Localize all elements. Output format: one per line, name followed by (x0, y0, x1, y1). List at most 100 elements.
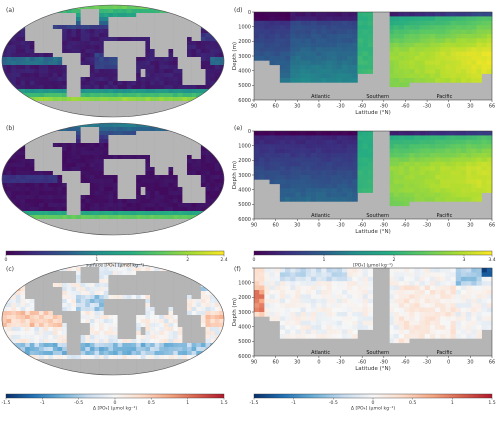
map-b-cell (192, 127, 197, 131)
map-b-cell (21, 167, 26, 171)
map-c-cell (155, 263, 160, 267)
section-d-cell (332, 34, 337, 39)
map-b-cell (21, 155, 26, 159)
map-a-cell (164, 89, 169, 93)
section-e-cell (270, 171, 275, 176)
map-c-cell (122, 355, 127, 359)
map-a-cell (206, 41, 211, 45)
map-a-cell (159, 41, 164, 45)
map-a-cell (141, 93, 146, 97)
map-b-cell (85, 207, 90, 211)
map-b-cell (145, 131, 150, 135)
map-c-cell (76, 351, 81, 355)
section-d-cell (301, 30, 306, 35)
map-a-cell (108, 93, 113, 97)
map-c-cell (25, 347, 30, 351)
map-a-cell (67, 77, 72, 81)
section-e-cell (264, 149, 269, 154)
map-c-cell (53, 323, 58, 327)
section-d-cell (471, 69, 476, 74)
map-c-cell (215, 371, 220, 375)
map-c-cell (81, 279, 86, 283)
map-c-cell (159, 371, 164, 375)
map-a-cell (16, 97, 21, 101)
map-b-cell (53, 199, 58, 203)
map-a-cell (164, 49, 169, 53)
map-b-cell (141, 163, 146, 167)
map-c-cell (145, 339, 150, 343)
map-a-cell (108, 5, 113, 9)
map-b-cell (141, 203, 146, 207)
map-b-cell (122, 207, 127, 211)
map-c-cell (85, 291, 90, 295)
map-b-cell (210, 207, 215, 211)
map-a-cell (215, 21, 220, 25)
section-e-cell (270, 149, 275, 154)
map-c-cell (2, 347, 7, 351)
map-a-cell (215, 69, 220, 73)
section-d-cell (342, 34, 347, 39)
map-panel-a (2, 5, 224, 117)
map-b-cell (215, 123, 220, 127)
map-b-cell (48, 203, 53, 207)
section-d-cell (301, 34, 306, 39)
section-e-cell (337, 135, 342, 140)
map-b-cell (206, 223, 211, 227)
map-b-cell (169, 159, 174, 163)
section-d-cell (264, 52, 269, 57)
map-b-cell (155, 199, 160, 203)
map-c-cell (34, 335, 39, 339)
map-b-cell (113, 183, 118, 187)
map-c-cell (132, 367, 137, 371)
map-b-cell (155, 175, 160, 179)
map-c-cell (155, 355, 160, 359)
map-b-cell (196, 151, 201, 155)
map-b-cell (53, 123, 58, 127)
map-a-cell (67, 21, 72, 25)
map-c-cell (34, 319, 39, 323)
map-c-cell (21, 315, 26, 319)
map-b-cell (16, 183, 21, 187)
map-b-cell (182, 167, 187, 171)
map-c-cell (53, 291, 58, 295)
map-b-cell (196, 191, 201, 195)
map-c-cell (155, 299, 160, 303)
map-c-cell (164, 347, 169, 351)
map-b-cell (155, 147, 160, 151)
map-a-cell (108, 53, 113, 57)
section-e-cell (311, 171, 316, 176)
map-c-cell (141, 367, 146, 371)
map-c-cell (7, 311, 12, 315)
map-c-cell (48, 279, 53, 283)
map-a-cell (108, 37, 113, 41)
map-a-cell (21, 17, 26, 21)
map-c-cell (150, 327, 155, 331)
map-a-cell (136, 77, 141, 81)
map-b-cell (192, 223, 197, 227)
map-b-cell (108, 191, 113, 195)
map-b-cell (53, 187, 58, 191)
map-b-cell (164, 191, 169, 195)
map-a-cell (11, 113, 16, 117)
map-c-cell (81, 315, 86, 319)
map-c-cell (104, 271, 109, 275)
section-d-cell (280, 60, 285, 65)
map-b-cell (25, 155, 30, 159)
map-c-cell (182, 287, 187, 291)
map-b-cell (99, 135, 104, 139)
map-a-cell (113, 89, 118, 93)
map-c-cell (76, 271, 81, 275)
map-a-cell (118, 93, 123, 97)
map-b-cell (201, 159, 206, 163)
section-e-cell (332, 171, 337, 176)
map-b-cell (53, 215, 58, 219)
map-b-cell (25, 175, 30, 179)
map-c-cell (108, 307, 113, 311)
section-e-cell (264, 166, 269, 171)
section-d-cell (471, 34, 476, 39)
map-b-cell (99, 207, 104, 211)
section-d-cell (254, 12, 259, 17)
map-a-cell (215, 45, 220, 49)
section-e-cell (301, 135, 306, 140)
map-c-cell (99, 367, 104, 371)
